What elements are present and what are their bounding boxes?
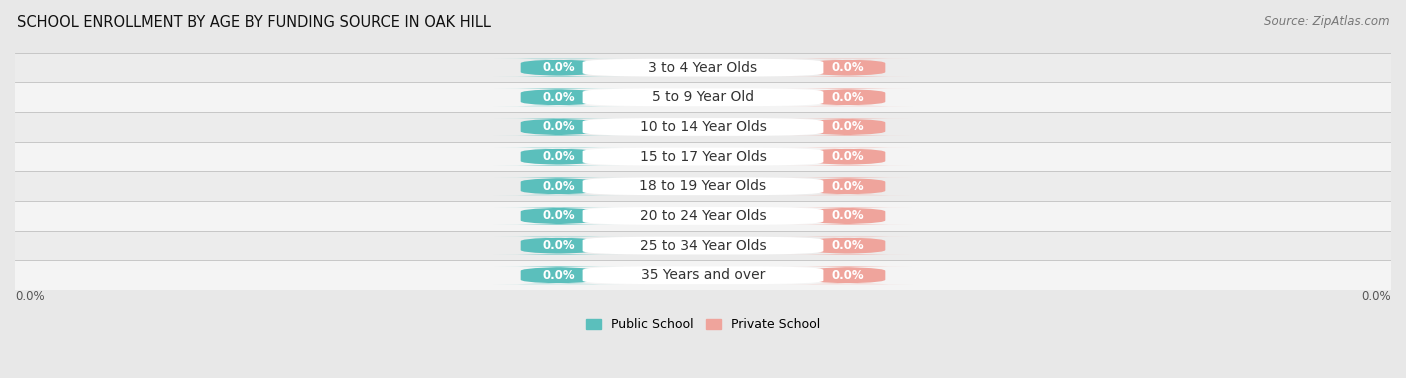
FancyBboxPatch shape (494, 237, 624, 254)
FancyBboxPatch shape (782, 148, 912, 166)
Text: 0.0%: 0.0% (543, 180, 575, 193)
FancyBboxPatch shape (494, 118, 624, 136)
Text: 0.0%: 0.0% (543, 239, 575, 252)
FancyBboxPatch shape (782, 59, 912, 76)
Text: 3 to 4 Year Olds: 3 to 4 Year Olds (648, 60, 758, 74)
Text: 15 to 17 Year Olds: 15 to 17 Year Olds (640, 150, 766, 164)
Legend: Public School, Private School: Public School, Private School (581, 313, 825, 336)
Bar (15, 260, 1391, 290)
Bar (15, 201, 1391, 231)
Text: Source: ZipAtlas.com: Source: ZipAtlas.com (1264, 15, 1389, 28)
Text: 0.0%: 0.0% (543, 61, 575, 74)
Text: SCHOOL ENROLLMENT BY AGE BY FUNDING SOURCE IN OAK HILL: SCHOOL ENROLLMENT BY AGE BY FUNDING SOUR… (17, 15, 491, 30)
FancyBboxPatch shape (782, 207, 912, 225)
FancyBboxPatch shape (494, 148, 624, 166)
Text: 0.0%: 0.0% (543, 121, 575, 133)
Text: 0.0%: 0.0% (543, 150, 575, 163)
FancyBboxPatch shape (494, 59, 624, 76)
Text: 20 to 24 Year Olds: 20 to 24 Year Olds (640, 209, 766, 223)
Text: 35 Years and over: 35 Years and over (641, 268, 765, 282)
FancyBboxPatch shape (582, 118, 824, 136)
Text: 25 to 34 Year Olds: 25 to 34 Year Olds (640, 239, 766, 253)
FancyBboxPatch shape (582, 59, 824, 76)
Bar (15, 82, 1391, 112)
Text: 0.0%: 0.0% (831, 239, 863, 252)
FancyBboxPatch shape (782, 88, 912, 106)
FancyBboxPatch shape (582, 88, 824, 106)
Text: 0.0%: 0.0% (831, 180, 863, 193)
Text: 0.0%: 0.0% (15, 290, 45, 303)
Text: 0.0%: 0.0% (1361, 290, 1391, 303)
FancyBboxPatch shape (582, 207, 824, 225)
FancyBboxPatch shape (582, 266, 824, 284)
Text: 0.0%: 0.0% (831, 150, 863, 163)
FancyBboxPatch shape (494, 88, 624, 106)
Bar (15, 53, 1391, 82)
Text: 18 to 19 Year Olds: 18 to 19 Year Olds (640, 179, 766, 193)
FancyBboxPatch shape (582, 237, 824, 254)
Text: 0.0%: 0.0% (543, 269, 575, 282)
Text: 0.0%: 0.0% (831, 91, 863, 104)
FancyBboxPatch shape (782, 177, 912, 195)
Bar (15, 112, 1391, 142)
Bar (15, 231, 1391, 260)
Text: 0.0%: 0.0% (831, 269, 863, 282)
FancyBboxPatch shape (494, 177, 624, 195)
FancyBboxPatch shape (582, 148, 824, 166)
Text: 0.0%: 0.0% (831, 121, 863, 133)
FancyBboxPatch shape (782, 237, 912, 254)
FancyBboxPatch shape (782, 118, 912, 136)
Text: 10 to 14 Year Olds: 10 to 14 Year Olds (640, 120, 766, 134)
Bar (15, 142, 1391, 172)
Text: 0.0%: 0.0% (543, 209, 575, 222)
FancyBboxPatch shape (582, 177, 824, 195)
Text: 5 to 9 Year Old: 5 to 9 Year Old (652, 90, 754, 104)
FancyBboxPatch shape (494, 266, 624, 284)
Text: 0.0%: 0.0% (831, 209, 863, 222)
FancyBboxPatch shape (782, 266, 912, 284)
Text: 0.0%: 0.0% (543, 91, 575, 104)
FancyBboxPatch shape (494, 207, 624, 225)
Text: 0.0%: 0.0% (831, 61, 863, 74)
Bar (15, 172, 1391, 201)
